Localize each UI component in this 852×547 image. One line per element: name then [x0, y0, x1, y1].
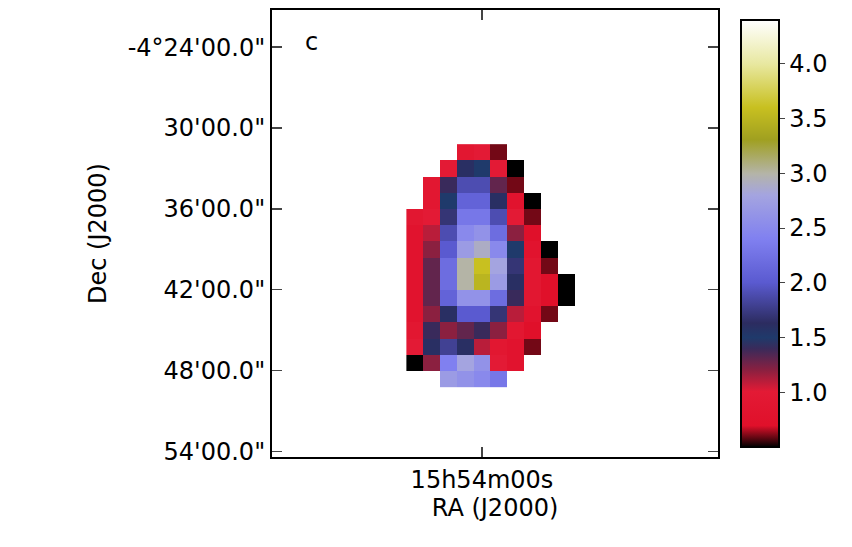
svg-text:3.0: 3.0	[789, 160, 827, 188]
svg-text:3.5: 3.5	[789, 105, 827, 133]
svg-text:Dec (J2000): Dec (J2000)	[84, 163, 112, 304]
svg-text:54'00.0": 54'00.0"	[164, 438, 266, 466]
svg-text:30'00.0": 30'00.0"	[164, 114, 266, 142]
svg-text:4.0: 4.0	[789, 50, 827, 78]
svg-text:2.5: 2.5	[789, 214, 827, 242]
svg-text:1.0: 1.0	[789, 379, 827, 407]
svg-text:RA (J2000): RA (J2000)	[432, 494, 559, 522]
svg-text:48'00.0": 48'00.0"	[164, 357, 266, 385]
svg-text:42'00.0": 42'00.0"	[164, 276, 266, 304]
svg-text:-4°24'00.0": -4°24'00.0"	[128, 34, 266, 62]
svg-text:1.5: 1.5	[789, 324, 827, 352]
svg-text:15h54m00s: 15h54m00s	[411, 466, 554, 494]
svg-text:2.0: 2.0	[789, 269, 827, 297]
svg-text:36'00.0": 36'00.0"	[164, 195, 266, 223]
svg-text:c: c	[305, 28, 318, 56]
